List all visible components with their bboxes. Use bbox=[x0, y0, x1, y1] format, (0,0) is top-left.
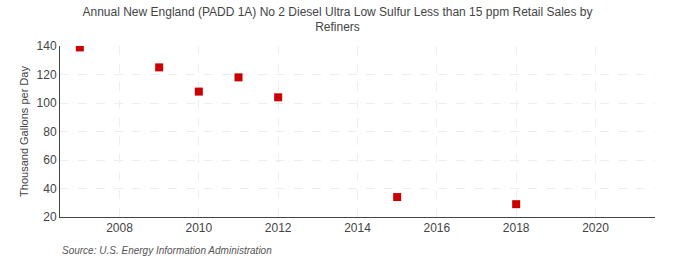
svg-text:2016: 2016 bbox=[423, 221, 450, 235]
svg-text:Source: U.S. Energy Informatio: Source: U.S. Energy Information Administ… bbox=[62, 245, 272, 256]
svg-text:80: 80 bbox=[43, 125, 57, 139]
svg-text:2008: 2008 bbox=[106, 221, 133, 235]
svg-text:2012: 2012 bbox=[265, 221, 292, 235]
svg-text:40: 40 bbox=[43, 182, 57, 196]
svg-text:2014: 2014 bbox=[344, 221, 371, 235]
svg-text:120: 120 bbox=[37, 68, 57, 82]
svg-text:Thousand Gallons per Day: Thousand Gallons per Day bbox=[18, 66, 30, 197]
svg-text:2018: 2018 bbox=[503, 221, 530, 235]
svg-text:Annual New England (PADD 1A) N: Annual New England (PADD 1A) No 2 Diesel… bbox=[82, 5, 592, 35]
svg-text:2020: 2020 bbox=[582, 221, 609, 235]
svg-text:100: 100 bbox=[37, 96, 57, 110]
svg-text:60: 60 bbox=[43, 153, 57, 167]
svg-text:20: 20 bbox=[43, 210, 57, 224]
svg-text:140: 140 bbox=[37, 39, 57, 53]
svg-text:2010: 2010 bbox=[185, 221, 212, 235]
